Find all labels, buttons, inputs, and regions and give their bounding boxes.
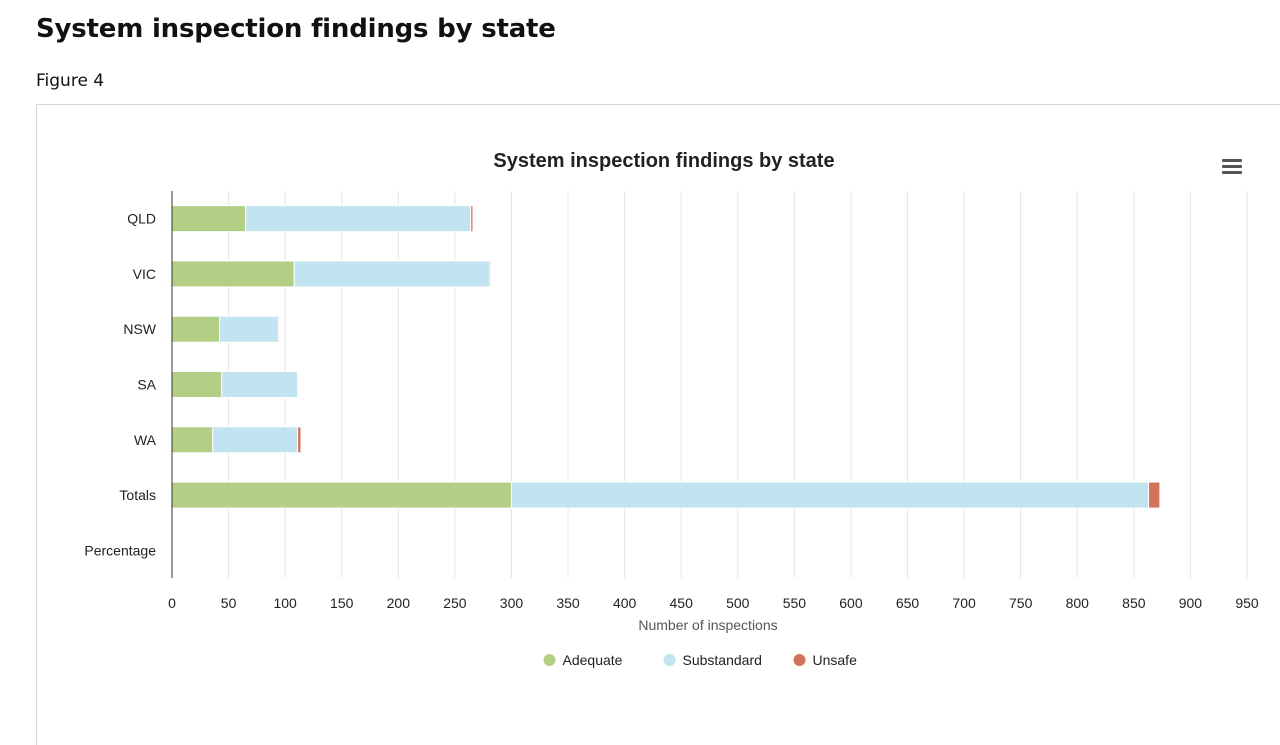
legend-item-substandard[interactable]: Substandard [663, 652, 762, 668]
x-tick-label: 250 [443, 595, 467, 611]
bar-segment-unsafe[interactable] [1148, 481, 1161, 509]
bar-segment-substandard[interactable] [219, 315, 279, 343]
hamburger-menu-icon[interactable] [1222, 159, 1242, 177]
bar-segment-adequate[interactable] [171, 426, 214, 454]
x-tick-label: 700 [952, 595, 976, 611]
chart-svg: System inspection findings by state 0 50 1… [84, 150, 1259, 668]
chart-panel: System inspection findings by state 0 50 1… [36, 104, 1280, 745]
x-tick-label: 550 [783, 595, 807, 611]
x-tick-label: 800 [1066, 595, 1090, 611]
x-axis-title: Number of inspections [638, 617, 777, 633]
bar-segment-substandard[interactable] [245, 205, 472, 233]
x-tick-label: 600 [839, 595, 863, 611]
legend-label: Unsafe [813, 652, 858, 668]
legend-label: Adequate [563, 652, 623, 668]
y-category-label: VIC [133, 266, 156, 282]
bar-segment-unsafe[interactable] [297, 426, 302, 454]
bar-segment-adequate[interactable] [171, 371, 223, 398]
x-tick-label: 50 [221, 595, 237, 611]
chart-title: System inspection findings by state [493, 150, 834, 172]
y-category-label: Totals [119, 487, 156, 503]
legend: Adequate Substandard Unsafe [543, 652, 858, 668]
grid-layer [228, 191, 1248, 578]
labels-layer: 0 50 100 150 200 250 300 350 400 450 500 550 600 650 7… [84, 211, 1259, 611]
x-tick-label: 150 [330, 595, 354, 611]
x-tick-label: 650 [896, 595, 920, 611]
bar-segment-unsafe[interactable] [277, 315, 281, 343]
x-tick-label: 300 [500, 595, 524, 611]
legend-marker [543, 654, 556, 666]
x-tick-label: 500 [726, 595, 750, 611]
y-category-label: WA [134, 432, 157, 448]
y-category-label: NSW [123, 321, 156, 337]
x-tick-label: 750 [1009, 595, 1033, 611]
x-tick-label: 950 [1235, 595, 1259, 611]
legend-item-unsafe[interactable]: Unsafe [793, 652, 858, 668]
x-tick-label: 350 [556, 595, 580, 611]
bar-segment-substandard[interactable] [221, 371, 299, 398]
bar-segment-substandard[interactable] [293, 260, 491, 288]
y-category-label: Percentage [84, 542, 156, 558]
x-tick-label: 100 [273, 595, 297, 611]
legend-marker [793, 654, 806, 666]
bar-segment-substandard[interactable] [510, 481, 1150, 509]
bar-segment-unsafe[interactable] [489, 260, 492, 288]
y-category-label: SA [137, 377, 156, 393]
legend-item-adequate[interactable]: Adequate [543, 652, 623, 668]
x-tick-label: 900 [1179, 595, 1203, 611]
y-category-label: QLD [127, 211, 156, 227]
bar-segment-substandard[interactable] [212, 426, 299, 454]
x-tick-label: 200 [387, 595, 411, 611]
legend-marker [663, 654, 676, 666]
x-tick-label: 400 [613, 595, 637, 611]
x-tick-label: 850 [1122, 595, 1146, 611]
bars-layer [171, 205, 1161, 509]
bar-segment-adequate[interactable] [171, 315, 221, 343]
x-tick-label: 450 [670, 595, 694, 611]
bar-segment-adequate[interactable] [171, 260, 295, 288]
bar-segment-unsafe[interactable] [470, 205, 474, 233]
x-tick-label: 0 [168, 595, 176, 611]
bar-segment-adequate[interactable] [171, 481, 512, 509]
bar-segment-adequate[interactable] [171, 205, 247, 233]
page-title: System inspection findings by state [36, 14, 556, 44]
figure-label: Figure 4 [36, 71, 105, 91]
legend-label: Substandard [683, 652, 762, 668]
